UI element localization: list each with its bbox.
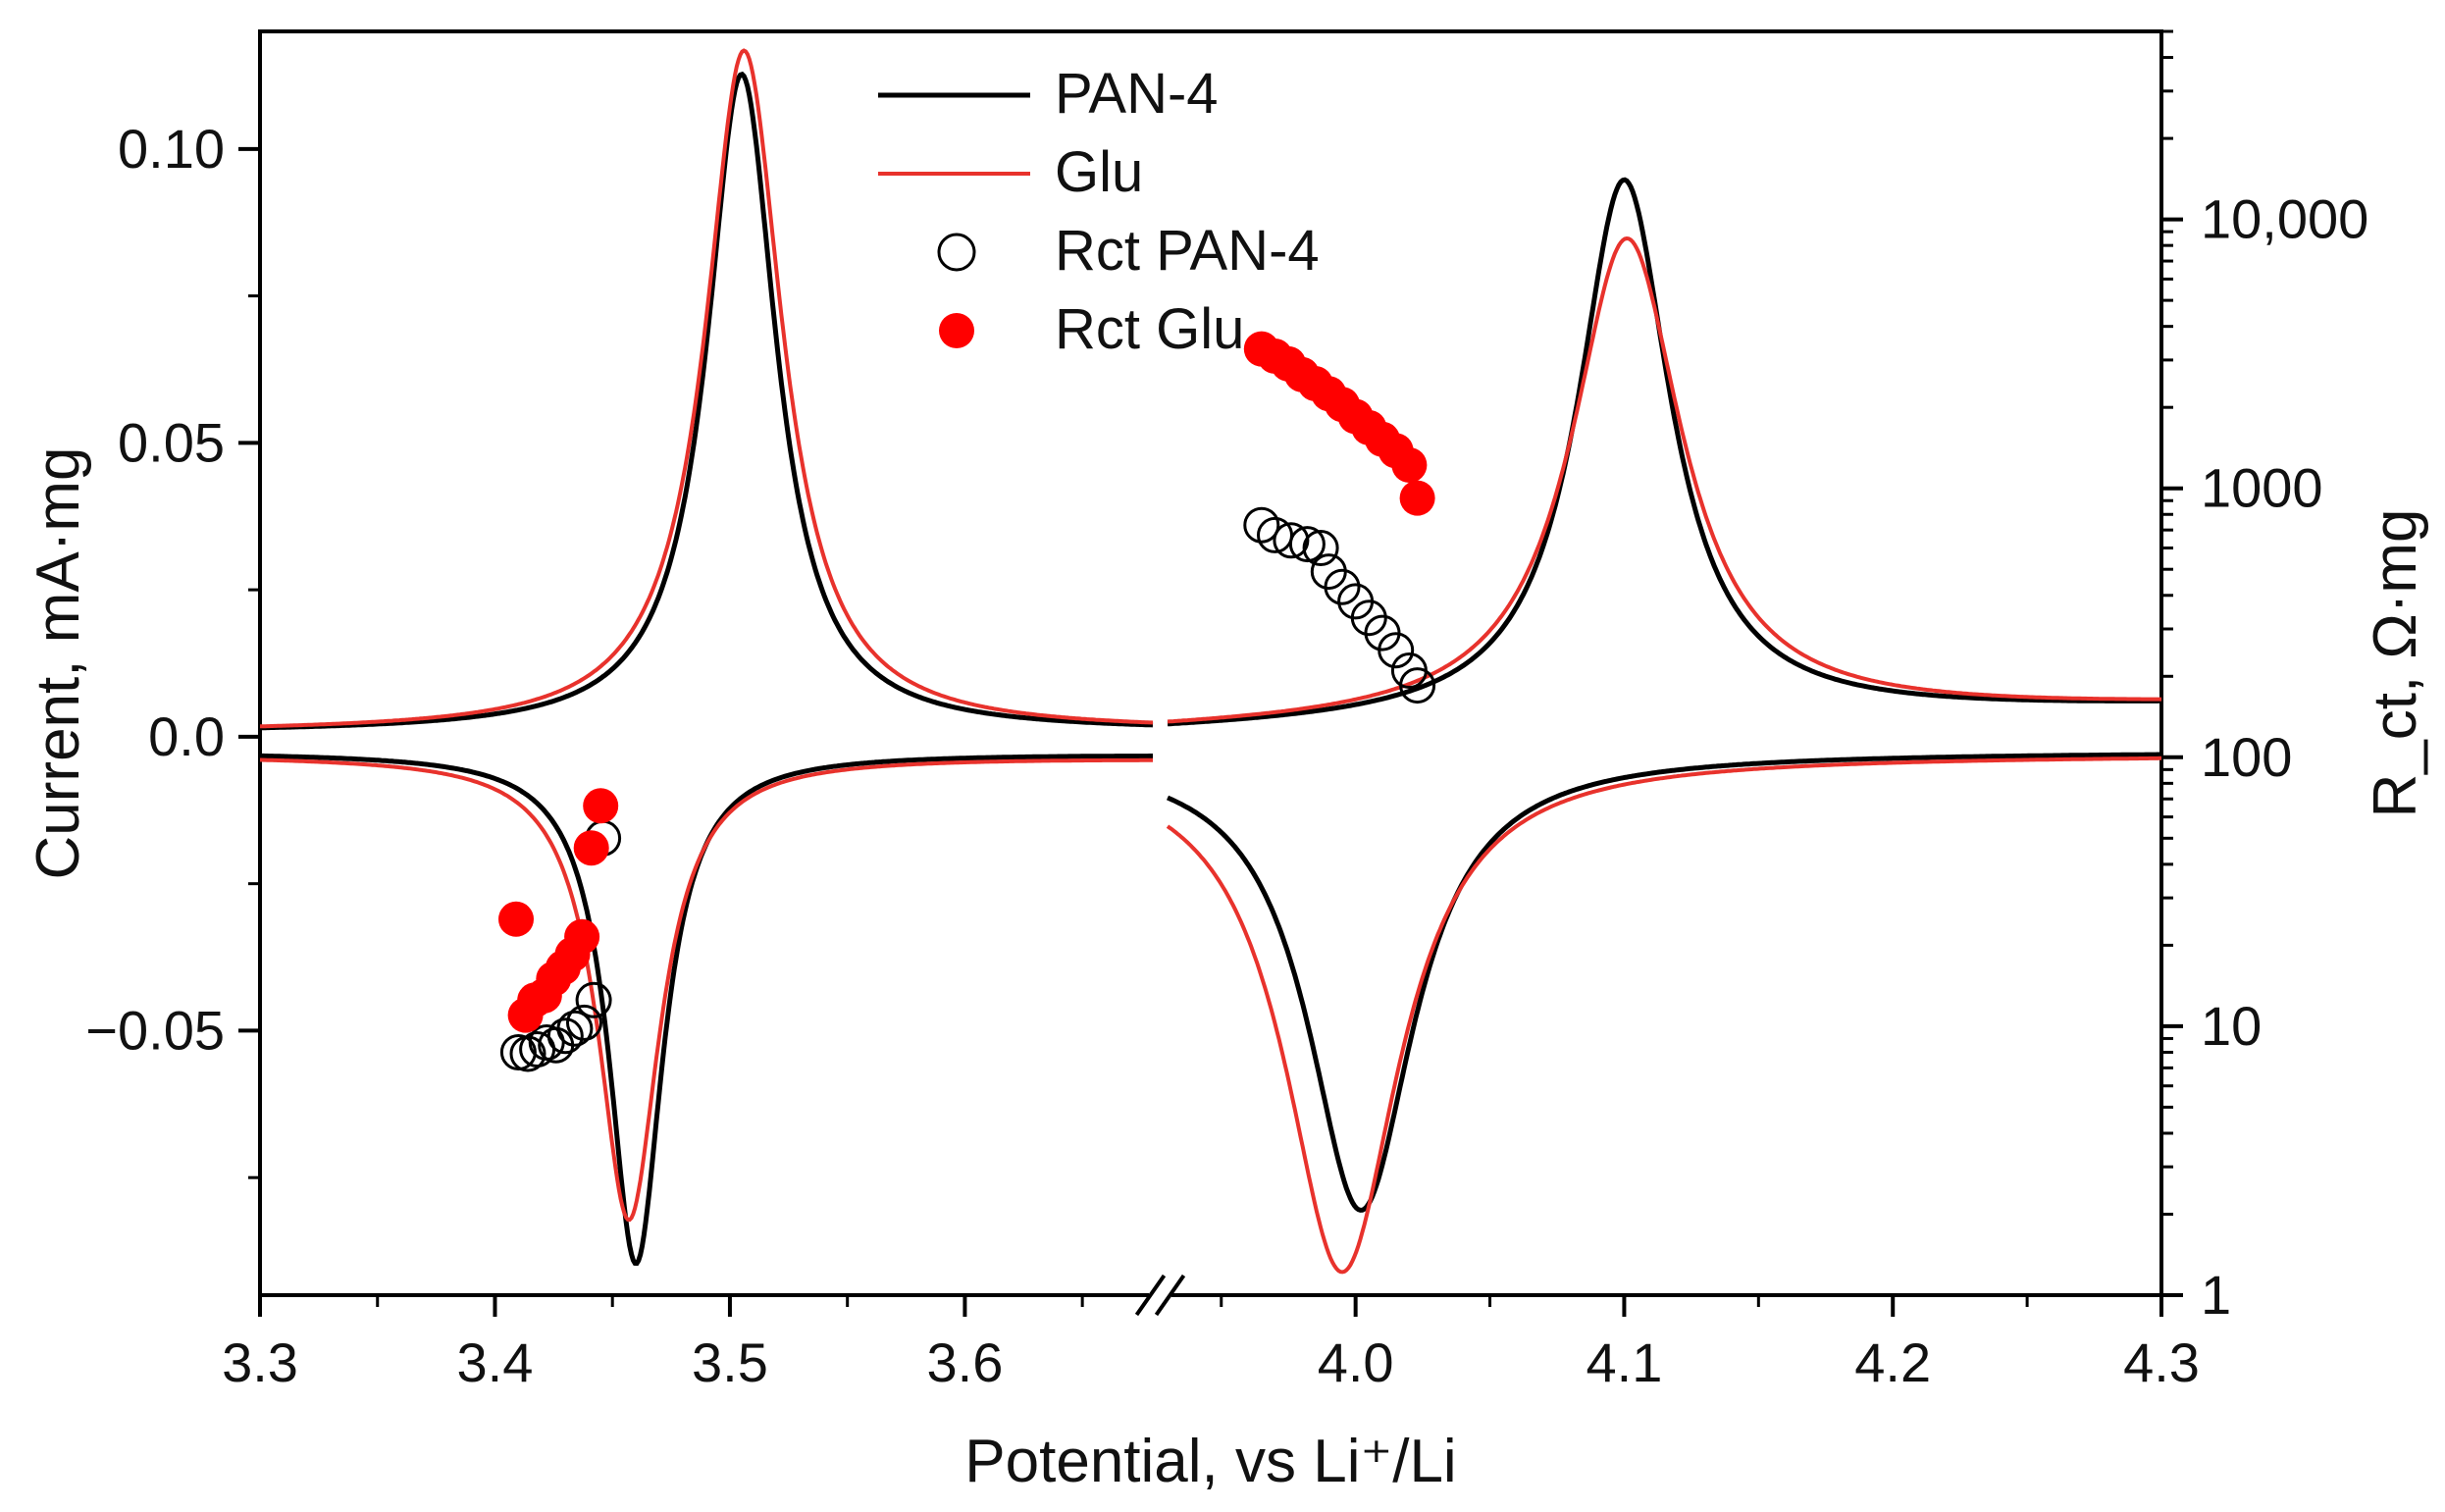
legend: PAN-4 Glu Rct PAN-4 Rct Glu	[878, 62, 1320, 361]
x-tick-label: 3.5	[692, 1331, 768, 1393]
axis-break-slash	[1134, 1274, 1167, 1317]
legend-label-glu: Glu	[1055, 140, 1143, 204]
pan-4-cathodic-curve-low	[260, 753, 1153, 1267]
rct-pan4-point	[1399, 667, 1436, 704]
rct-pan4-point	[1243, 506, 1280, 544]
glu-anodic-curve-high	[1167, 235, 2161, 724]
right-y-tick-label: 100	[2201, 726, 2292, 788]
legend-swatch-rct-pan-4	[937, 233, 976, 272]
legend-label-pan-4: PAN-4	[1055, 62, 1219, 126]
rct-pan4-point	[1324, 568, 1361, 605]
plot-frame	[258, 29, 2163, 1297]
right-y-tick-label: 10,000	[2201, 188, 2368, 250]
rct-pan4-point	[1302, 530, 1339, 566]
tick-layer: 3.3 3.4 3.5 3.6 4.0 4.1 4.2 4.3 0.10 0.05 0.0 −0.05…	[85, 29, 2368, 1393]
rct-pan4-point	[575, 981, 612, 1018]
right-y-tick-label: 1000	[2201, 457, 2323, 519]
glu-cathodic-curve-high	[1166, 756, 2161, 1275]
x-tick-label: 3.4	[457, 1331, 534, 1393]
pan-4-anodic-curve-low	[259, 71, 1154, 731]
axis-break-symbol	[1134, 1274, 1186, 1317]
rct-pan4-point	[556, 1010, 594, 1047]
x-tick-label: 4.0	[1318, 1331, 1394, 1393]
left-y-tick-label: 0.0	[148, 705, 225, 767]
right-y-tick-label: 10	[2201, 995, 2262, 1057]
x-tick-label: 4.3	[2123, 1331, 2200, 1393]
pan-4-cathodic-curve-high	[1166, 752, 2161, 1213]
glu-anodic-curve-low	[260, 48, 1154, 729]
x-tick-label: 4.1	[1587, 1331, 1663, 1393]
rct-pan4-point	[1378, 632, 1415, 669]
rct-pan4-point	[546, 1017, 584, 1055]
axis-break-slash	[1154, 1274, 1186, 1317]
rct-glu-point	[1399, 480, 1435, 516]
x-tick-label: 3.3	[222, 1331, 298, 1393]
x-tick-label: 4.2	[1854, 1331, 1931, 1393]
right-y-tick-label: 1	[2201, 1264, 2231, 1326]
rct-glu-point	[498, 901, 534, 937]
rct-glu-point	[1391, 447, 1428, 483]
rct-pan4-point	[1288, 526, 1326, 563]
right-y-axis-title: R_ct, Ω·mg	[2362, 508, 2429, 817]
left-y-tick-label: 0.10	[118, 118, 225, 180]
legend-swatch-rct-glu	[939, 313, 974, 348]
left-y-axis-title: Current, mA·mg	[25, 447, 92, 880]
legend-label-rct-pan-4: Rct PAN-4	[1055, 219, 1320, 283]
left-y-tick-label: −0.05	[85, 999, 225, 1061]
x-tick-label: 3.6	[926, 1331, 1003, 1393]
rct-glu-point	[564, 918, 600, 955]
legend-label-rct-glu: Rct Glu	[1055, 297, 1244, 361]
glu-cathodic-curve-low	[260, 757, 1153, 1223]
marker-layer	[498, 331, 1436, 1072]
rct-glu-point	[573, 830, 609, 866]
rct-pan4-point	[1273, 522, 1310, 559]
rct-pan4-point	[566, 1004, 602, 1041]
rct-glu-point	[583, 788, 619, 824]
curve-layer	[259, 48, 2161, 1275]
x-axis-title: Potential, vs Li⁺/Li	[964, 1428, 1456, 1495]
left-y-tick-label: 0.05	[118, 411, 225, 473]
